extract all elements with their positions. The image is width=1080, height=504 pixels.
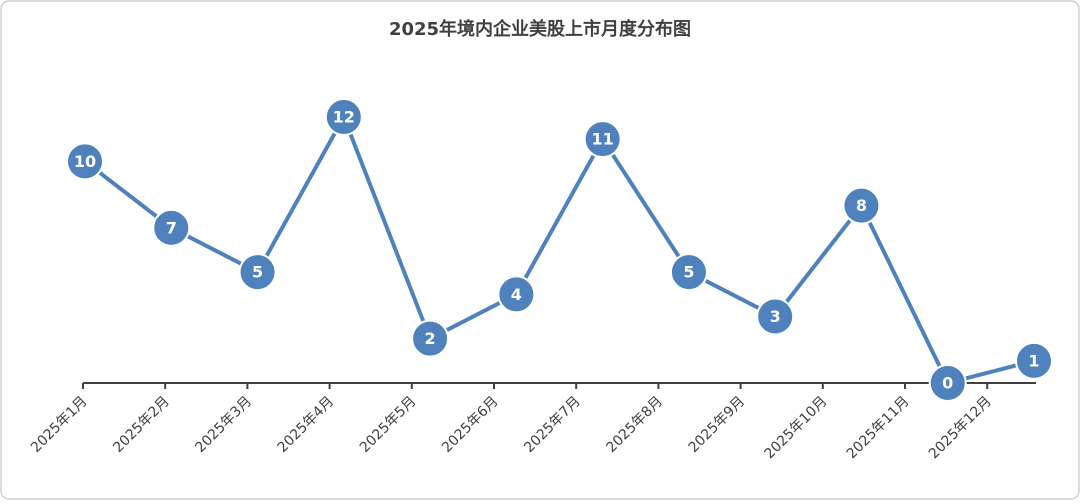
data-point: [324, 98, 363, 136]
data-point: [669, 253, 708, 292]
data-label: 8: [856, 196, 867, 215]
data-label: 10: [74, 152, 96, 171]
data-point: [1015, 341, 1053, 380]
data-label: 12: [333, 108, 355, 127]
data-point: [152, 208, 191, 247]
data-label: 0: [942, 374, 953, 393]
data-label: 5: [683, 263, 694, 282]
data-label: 11: [592, 130, 614, 149]
data-label: 5: [252, 263, 263, 282]
data-point: [238, 253, 277, 292]
data-label: 1: [1028, 351, 1039, 370]
data-label: 3: [770, 307, 781, 326]
data-label: 7: [166, 218, 177, 237]
data-label: 4: [511, 285, 522, 304]
data-point: [497, 275, 536, 314]
data-point: [411, 319, 450, 358]
data-point: [842, 186, 881, 225]
data-point: [928, 364, 967, 402]
chart-title: 2025年境内企业美股上市月度分布图: [389, 18, 691, 40]
data-label: 2: [425, 329, 436, 348]
data-point: [756, 297, 795, 336]
data-point: [66, 142, 104, 181]
data-point: [583, 120, 622, 159]
